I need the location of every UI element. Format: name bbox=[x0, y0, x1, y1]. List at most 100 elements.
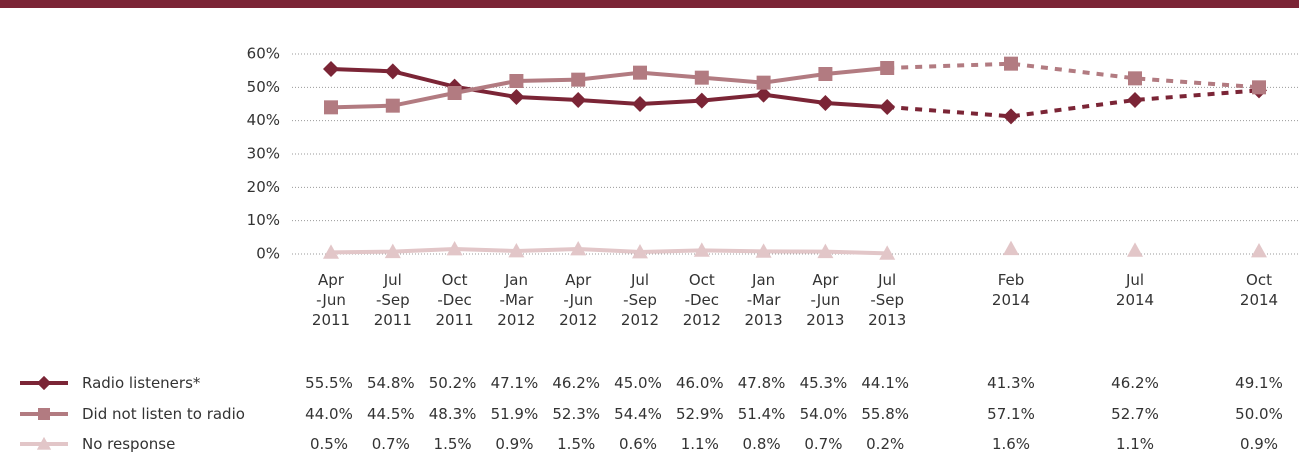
x-tick-label: Jan -Mar 2012 bbox=[497, 271, 536, 329]
line bbox=[330, 246, 888, 256]
point bbox=[818, 67, 833, 81]
value-label: 46.0% bbox=[675, 374, 724, 392]
point bbox=[633, 65, 647, 80]
value-label: 52.9% bbox=[675, 405, 724, 423]
point bbox=[447, 86, 462, 100]
value-label: 52.7% bbox=[1111, 405, 1159, 423]
value-label: 49.1% bbox=[1235, 374, 1283, 392]
value-label: 41.3% bbox=[987, 374, 1035, 392]
y-tick-label: 30% bbox=[247, 145, 280, 163]
point bbox=[817, 95, 834, 111]
value-label: 0.2% bbox=[866, 435, 905, 453]
x-tick-label: Jul -Sep 2013 bbox=[868, 271, 907, 329]
value-label: 55.8% bbox=[861, 405, 910, 423]
x-tick-label: Apr -Jun 2011 bbox=[311, 271, 351, 329]
point bbox=[324, 100, 338, 115]
value-label: 46.2% bbox=[552, 374, 601, 392]
top-bar bbox=[0, 0, 1299, 8]
value-label: 0.9% bbox=[495, 435, 534, 453]
value-label: 0.9% bbox=[1239, 435, 1279, 453]
x-tick-label: Jul -Sep 2011 bbox=[373, 271, 412, 329]
value-label: 1.1% bbox=[1115, 435, 1155, 453]
value-label: 45.0% bbox=[614, 374, 662, 392]
point bbox=[1127, 242, 1143, 257]
point bbox=[756, 75, 771, 90]
point bbox=[323, 244, 339, 259]
y-tick-label: 10% bbox=[247, 211, 280, 229]
value-label: 44.5% bbox=[366, 405, 415, 423]
value-label: 47.1% bbox=[490, 374, 539, 392]
value-label: 45.3% bbox=[799, 374, 848, 392]
legend-label: No response bbox=[82, 435, 176, 453]
point bbox=[693, 242, 710, 257]
point bbox=[323, 61, 339, 77]
x-tick-label: Jan -Mar 2013 bbox=[744, 271, 783, 329]
point bbox=[571, 72, 586, 87]
y-tick-label: 60% bbox=[247, 45, 280, 63]
point bbox=[1127, 92, 1143, 108]
value-label: 54.8% bbox=[366, 374, 415, 392]
point bbox=[385, 98, 400, 113]
point bbox=[1004, 56, 1018, 71]
value-label: 54.0% bbox=[799, 405, 848, 423]
point bbox=[37, 376, 51, 390]
x-tick-label: Jul 2014 bbox=[1115, 271, 1155, 309]
x-tick-label: Jul -Sep 2012 bbox=[620, 271, 660, 329]
value-label: 1.5% bbox=[433, 435, 472, 453]
x-tick-label: Oct -Dec 2012 bbox=[682, 271, 721, 329]
point bbox=[880, 61, 895, 75]
value-label: 51.9% bbox=[490, 405, 539, 423]
point bbox=[632, 244, 648, 259]
y-tick-label: 40% bbox=[247, 111, 280, 129]
legend-label: Did not listen to radio bbox=[82, 405, 245, 423]
value-label: 47.8% bbox=[737, 374, 786, 392]
value-label: 50.2% bbox=[428, 374, 477, 392]
point bbox=[1252, 80, 1266, 95]
point bbox=[817, 243, 834, 259]
point bbox=[37, 437, 51, 450]
point bbox=[1003, 108, 1019, 125]
line-dashed bbox=[887, 61, 1260, 90]
legend-label: Radio listeners* bbox=[82, 374, 201, 392]
point bbox=[384, 63, 401, 80]
point bbox=[38, 408, 50, 420]
point bbox=[693, 92, 710, 109]
point bbox=[879, 99, 896, 115]
y-tick-label: 0% bbox=[256, 245, 280, 263]
point bbox=[570, 241, 587, 256]
point bbox=[632, 96, 648, 112]
value-label: 55.5% bbox=[305, 374, 353, 392]
x-tick-label: Apr -Jun 2012 bbox=[559, 271, 598, 329]
x-tick-label: Apr -Jun 2013 bbox=[806, 271, 845, 329]
value-label: 0.5% bbox=[309, 435, 349, 453]
x-tick-label: Oct -Dec 2011 bbox=[435, 271, 474, 329]
value-label: 44.0% bbox=[305, 405, 353, 423]
point bbox=[879, 245, 896, 260]
point bbox=[446, 241, 463, 256]
value-label: 0.7% bbox=[804, 435, 843, 453]
value-label: 0.7% bbox=[371, 435, 410, 453]
point bbox=[384, 243, 401, 259]
value-label: 44.1% bbox=[861, 374, 910, 392]
point bbox=[694, 70, 709, 85]
value-label: 1.1% bbox=[680, 435, 719, 453]
x-tick-label: Feb 2014 bbox=[991, 271, 1031, 309]
value-label: 1.6% bbox=[991, 435, 1031, 453]
value-label: 51.4% bbox=[737, 405, 786, 423]
value-label: 0.6% bbox=[618, 435, 658, 453]
point bbox=[1251, 243, 1267, 258]
value-label: 1.5% bbox=[557, 435, 596, 453]
line bbox=[330, 66, 888, 110]
point bbox=[1003, 240, 1019, 256]
line bbox=[330, 67, 888, 109]
x-tick-label: Oct 2014 bbox=[1239, 271, 1279, 309]
value-label: 54.4% bbox=[614, 405, 662, 423]
y-tick-label: 20% bbox=[247, 178, 280, 196]
point bbox=[1128, 71, 1142, 86]
value-label: 48.3% bbox=[428, 405, 477, 423]
value-label: 0.8% bbox=[742, 435, 781, 453]
point bbox=[508, 89, 525, 105]
point bbox=[755, 243, 772, 258]
